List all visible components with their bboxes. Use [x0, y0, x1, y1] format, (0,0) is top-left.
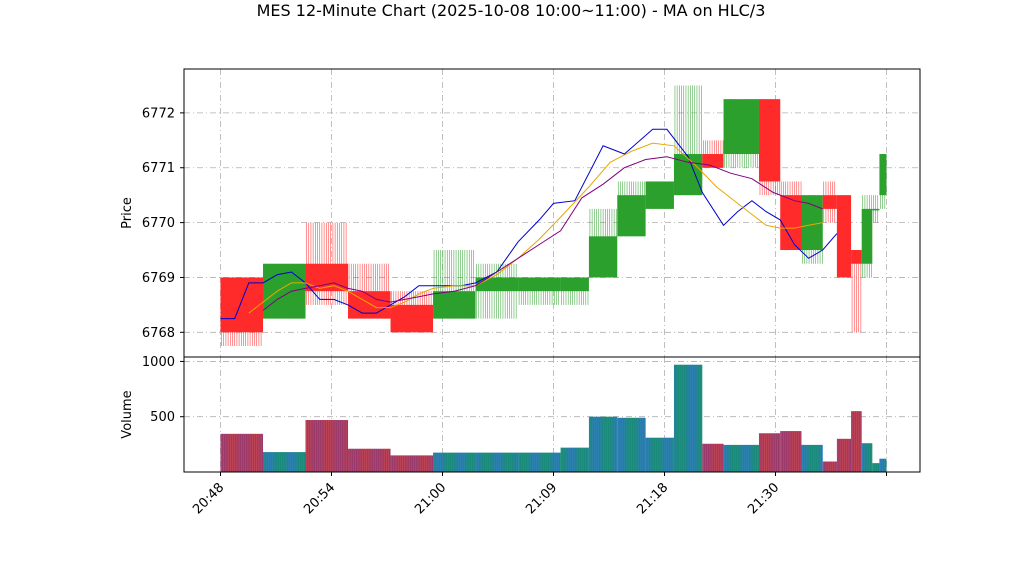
x-tick-label: 21:30 [745, 480, 782, 517]
volume-bar [673, 364, 703, 472]
candle [702, 140, 724, 168]
x-tick-label: 21:09 [523, 480, 560, 517]
moving-averages [220, 128, 838, 320]
candle-body [390, 304, 434, 333]
volume-bar-fill [305, 420, 349, 472]
candle [588, 208, 618, 278]
volume-bar [758, 433, 781, 472]
volume-bar [390, 455, 434, 472]
price-axis-label: Price [120, 197, 135, 229]
ma-line [262, 156, 823, 311]
volume-bar [723, 444, 759, 472]
candle [758, 99, 781, 196]
volume-bar-fill [220, 433, 264, 472]
volume-bar [617, 417, 646, 472]
candle [723, 99, 759, 168]
candle-body [801, 195, 823, 251]
candle [822, 181, 837, 223]
candle [518, 277, 561, 305]
candle [645, 181, 674, 209]
price-tick-label: 6770 [142, 216, 175, 231]
candle-body [822, 195, 837, 209]
candle [861, 195, 873, 278]
price-candles [220, 85, 887, 347]
candle-body [645, 181, 674, 209]
candle-body [518, 277, 561, 292]
price-tick-label: 6769 [142, 271, 175, 286]
volume-bar [433, 452, 476, 472]
volume-tick-label: 1000 [142, 355, 175, 370]
volume-bar [560, 447, 589, 472]
candle [673, 85, 703, 196]
volume-bar [872, 463, 880, 472]
candle [390, 291, 434, 333]
volume-bar [305, 420, 349, 472]
candle-body [780, 195, 802, 251]
candle [220, 277, 264, 347]
candle [475, 263, 519, 319]
volume-bar [851, 411, 862, 472]
candle-body [475, 277, 519, 292]
candle-body [560, 277, 589, 292]
volume-bar [822, 461, 837, 472]
candle [780, 181, 802, 251]
candle-body [861, 208, 873, 264]
volume-bar [801, 444, 823, 472]
candle-body [433, 291, 476, 319]
candle-body [702, 154, 724, 168]
volume-bar [861, 443, 873, 472]
candle-body [220, 277, 264, 333]
volume-bar [879, 458, 887, 472]
candle [263, 263, 306, 319]
volume-bars [220, 364, 887, 472]
volume-bar [702, 443, 724, 472]
candle [560, 277, 589, 305]
candle-body [588, 236, 618, 278]
volume-bar [780, 431, 802, 472]
candle-body [673, 154, 703, 196]
chart-title: MES 12-Minute Chart (2025-10-08 10:00~11… [256, 1, 766, 20]
candle-body [617, 195, 646, 237]
volume-bar [645, 437, 674, 472]
price-tick-label: 6768 [142, 326, 175, 341]
x-tick-label: 21:18 [634, 480, 671, 517]
volume-bar [836, 438, 852, 472]
price-tick-label: 6772 [142, 106, 175, 121]
candle-body [872, 208, 880, 211]
x-tick-label: 20:48 [190, 480, 227, 517]
candle-body [879, 154, 887, 196]
volume-bar [588, 416, 618, 472]
candle-body [836, 195, 852, 278]
x-tick-label: 21:00 [412, 480, 449, 517]
volume-tick-label: 500 [150, 410, 175, 425]
candle [836, 195, 852, 278]
volume-panel-frame [183, 356, 921, 473]
candle [872, 195, 880, 223]
volume-bar-fill [822, 461, 837, 472]
candle-body [851, 250, 862, 264]
volume-bar [220, 433, 264, 472]
volume-bar [518, 452, 561, 472]
candle [851, 250, 862, 333]
candle [801, 195, 823, 264]
candle [433, 250, 476, 319]
volume-bar [263, 452, 306, 472]
volume-axis-label: Volume [120, 390, 135, 438]
candle-body [758, 99, 781, 182]
volume-bar-fill [836, 438, 852, 472]
candle [879, 154, 887, 209]
volume-bar-fill [879, 458, 887, 472]
volume-bar-fill [872, 463, 880, 472]
candle-body [263, 263, 306, 319]
ma-line [248, 142, 823, 314]
volume-bar [475, 452, 519, 472]
candle [617, 181, 646, 237]
candle [305, 222, 349, 305]
candle [348, 263, 391, 319]
volume-bar [348, 448, 391, 472]
candle-body [723, 99, 759, 155]
x-tick-label: 20:54 [301, 480, 338, 517]
price-tick-label: 6771 [142, 161, 175, 176]
